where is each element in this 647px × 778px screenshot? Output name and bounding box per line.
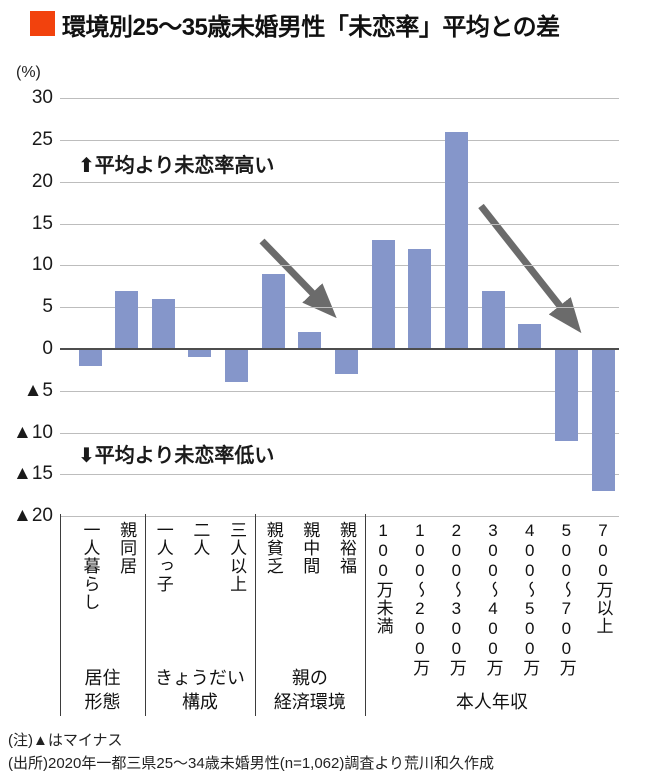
footnote-source: (出所)2020年一都三県25〜34歳未婚男性(n=1,062)調査より荒川和久… — [8, 755, 495, 772]
gridline — [60, 307, 619, 309]
category-label: 二人 — [186, 521, 214, 562]
bar — [78, 349, 102, 366]
bar — [408, 248, 432, 349]
page-title: 環境別25〜35歳未婚男性「未恋率」平均との差 — [62, 14, 560, 41]
bar — [335, 349, 358, 375]
category-label-text: 一人っ子 — [153, 521, 173, 593]
y-axis-tick-label: 0 — [42, 338, 53, 359]
category-label: 一人っ子 — [149, 521, 177, 598]
category-label: 親貧乏 — [259, 521, 287, 580]
group-label-line: 親の — [291, 668, 328, 688]
category-label: 親同居 — [113, 521, 141, 580]
category-label-text: 400〜500万 — [520, 521, 540, 677]
bar — [371, 240, 395, 349]
group-label: 本人年収 — [365, 662, 619, 714]
group-label-line: 居住 — [84, 668, 121, 688]
bar — [554, 349, 578, 441]
y-axis-tick-label: 5 — [42, 296, 53, 318]
bar — [115, 290, 139, 349]
category-label-text: 二人 — [190, 521, 210, 557]
category-label-text: 親裕福 — [337, 521, 356, 575]
gridline — [60, 140, 619, 141]
category-label-text: 親中間 — [300, 521, 320, 575]
annotation-below-average: ⬇平均より未恋率低い — [78, 445, 275, 467]
zero-axis-line — [60, 348, 619, 350]
bar — [591, 349, 615, 492]
gridline — [60, 390, 619, 392]
category-label-text: 500〜700万 — [556, 521, 576, 677]
category-label-text: 700万以上 — [593, 521, 613, 635]
y-axis-tick-label: 25 — [31, 129, 53, 150]
y-axis-tick-label: 20 — [31, 170, 53, 192]
group-label: 親の 経済環境 — [255, 662, 365, 714]
category-label-text: 200〜300万 — [446, 521, 466, 677]
bar — [151, 298, 175, 349]
category-label: 100万未満 — [369, 521, 397, 640]
y-axis-tick-label: 10 — [31, 254, 53, 276]
category-label: 500〜700万 — [552, 521, 580, 682]
gridline — [60, 223, 619, 225]
group-label-line: 経済環境 — [273, 692, 346, 712]
y-axis-tick-label: ▲20 — [13, 505, 53, 527]
category-label-text: 100〜200万 — [410, 521, 430, 677]
category-label: 100〜200万 — [406, 521, 434, 682]
bar — [444, 131, 468, 349]
footnote-note: (注)▲はマイナス — [8, 732, 123, 749]
gridline — [60, 181, 619, 183]
group-separator — [364, 514, 366, 716]
group-label-line: きょうだい — [154, 668, 245, 688]
category-label: 親裕福 — [333, 521, 361, 580]
bar — [481, 290, 505, 349]
category-label: 700万以上 — [589, 521, 617, 640]
gridline — [60, 98, 619, 100]
y-axis-tick-label: 15 — [31, 212, 53, 234]
group-label: きょうだい 構成 — [145, 662, 255, 714]
bar — [261, 273, 285, 349]
category-label: 400〜500万 — [516, 521, 544, 682]
category-label: 親中間 — [296, 521, 324, 580]
y-axis-unit-label: (%) — [16, 64, 41, 81]
y-axis-tick-label: ▲15 — [13, 463, 53, 485]
bar — [188, 349, 212, 358]
category-label: 一人暮らし — [76, 521, 104, 616]
category-label-text: 親同居 — [117, 521, 137, 575]
title-bullet-square — [30, 11, 55, 36]
gridline — [60, 516, 619, 518]
bar — [225, 349, 249, 383]
group-label-line: 形態 — [84, 692, 121, 712]
group-label-line: 本人年収 — [455, 692, 528, 712]
gridline — [60, 432, 619, 434]
bar — [298, 332, 322, 349]
group-label: 居住 形態 — [60, 662, 145, 714]
group-separator — [254, 514, 256, 716]
gridline — [60, 265, 619, 267]
category-label-text: 一人暮らし — [80, 521, 100, 611]
category-label-text: 300〜400万 — [483, 521, 503, 677]
group-separator — [60, 514, 61, 716]
y-axis-tick-label: ▲10 — [13, 421, 53, 443]
category-label-text: 100万未満 — [373, 521, 393, 635]
y-axis-tick-label: ▲5 — [23, 379, 53, 401]
category-label-text: 親貧乏 — [263, 521, 283, 575]
annotation-above-average: ⬆平均より未恋率高い — [78, 155, 275, 177]
category-label-text: 三人以上 — [227, 521, 247, 593]
category-label: 200〜300万 — [442, 521, 470, 682]
gridline — [60, 474, 619, 476]
category-label: 300〜400万 — [479, 521, 507, 682]
group-separator — [145, 514, 146, 716]
group-label-line: 構成 — [181, 692, 218, 712]
bar — [518, 323, 542, 349]
category-label: 三人以上 — [223, 521, 251, 598]
y-axis-tick-label: 30 — [31, 87, 53, 109]
